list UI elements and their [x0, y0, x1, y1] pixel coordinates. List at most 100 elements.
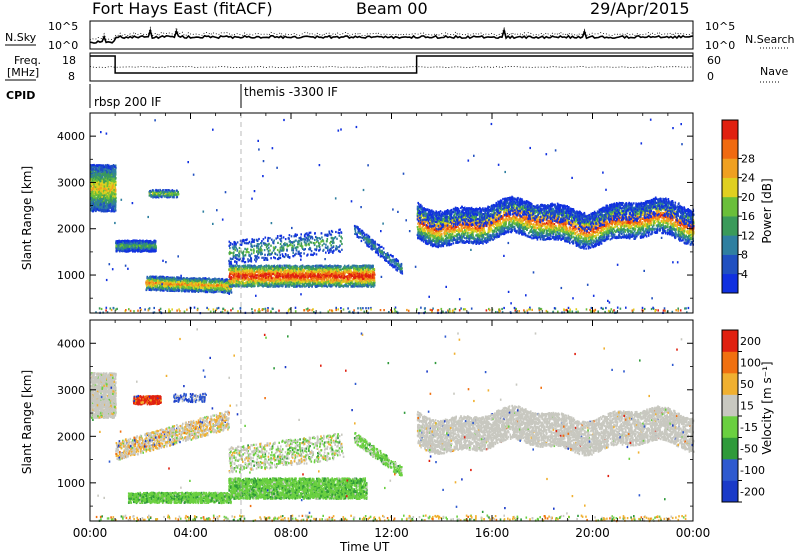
- data-cell: [105, 175, 107, 178]
- data-cell: [90, 175, 93, 178]
- data-cell: [163, 279, 166, 282]
- data-cell: [148, 250, 151, 253]
- data-cell: [106, 189, 108, 192]
- data-cell: [104, 208, 107, 211]
- freq-units: [MHz]: [7, 66, 39, 79]
- data-cell: [109, 196, 112, 199]
- data-cell: [148, 281, 150, 285]
- data-cell: [97, 172, 100, 175]
- data-cell: [107, 195, 110, 198]
- data-cell: [92, 174, 95, 177]
- data-cell: [92, 209, 95, 212]
- data-cell: [159, 281, 161, 284]
- data-cell: [92, 207, 95, 210]
- data-cell: [94, 165, 96, 168]
- data-cell: [104, 167, 107, 171]
- data-cell: [98, 195, 101, 198]
- data-cell: [107, 167, 109, 170]
- data-cell: [110, 164, 112, 168]
- data-cell: [129, 245, 131, 248]
- data-cell: [92, 167, 94, 170]
- data-cell: [120, 246, 123, 249]
- data-cell: [100, 175, 103, 179]
- data-cell: [115, 244, 118, 247]
- data-cell: [96, 199, 99, 202]
- data-cell: [112, 168, 114, 171]
- data-cell: [176, 285, 178, 288]
- data-cell: [98, 200, 101, 203]
- data-cell: [94, 204, 97, 207]
- data-cell: [94, 195, 96, 198]
- data-cell: [95, 189, 98, 192]
- data-cell: [153, 243, 156, 246]
- data-cell: [112, 194, 114, 197]
- data-cell: [140, 247, 143, 250]
- data-cell: [115, 166, 117, 169]
- data-cell: [104, 166, 107, 169]
- data-cell: [149, 239, 152, 243]
- data-cell: [184, 287, 186, 290]
- data-cell: [114, 202, 116, 205]
- data-cell: [102, 179, 104, 182]
- data-cell: [98, 203, 101, 206]
- data-cell: [107, 177, 110, 180]
- data-cell: [205, 280, 207, 283]
- data-cell: [97, 179, 99, 182]
- data-cell: [208, 279, 211, 282]
- data-cell: [104, 174, 106, 178]
- station-title: Fort Hays East (fitACF): [92, 0, 273, 18]
- data-cell: [108, 166, 110, 169]
- data-cell: [124, 250, 127, 253]
- data-cell: [100, 185, 103, 188]
- data-cell: [108, 181, 111, 184]
- data-cell: [90, 164, 92, 167]
- data-cell: [92, 176, 95, 179]
- data-cell: [113, 171, 115, 174]
- data-cell: [109, 193, 111, 196]
- data-cell: [190, 289, 193, 292]
- data-cell: [109, 206, 112, 209]
- data-cell: [258, 275, 260, 279]
- data-cell: [115, 247, 118, 251]
- data-cell: [104, 207, 107, 210]
- data-cell: [114, 164, 117, 167]
- data-cell: [96, 208, 99, 211]
- data-cell: [104, 180, 107, 183]
- data-cell: [93, 166, 95, 169]
- data-cell: [98, 170, 101, 173]
- data-cell: [221, 281, 223, 284]
- data-cell: [101, 203, 103, 206]
- data-cell: [106, 193, 109, 197]
- data-cell: [112, 164, 115, 167]
- data-cell: [97, 202, 100, 205]
- data-cell: [170, 287, 173, 291]
- data-cell: [163, 277, 165, 280]
- data-cell: [91, 172, 93, 175]
- data-cell: [96, 201, 98, 204]
- data-cell: [114, 165, 116, 168]
- data-cell: [198, 289, 200, 292]
- data-cell: [108, 174, 111, 177]
- data-cell: [126, 241, 129, 244]
- data-cell: [155, 279, 158, 282]
- data-cell: [107, 169, 109, 172]
- data-cell: [153, 249, 155, 252]
- data-cell: [105, 209, 108, 212]
- data-cell: [146, 244, 149, 247]
- data-cell: [204, 283, 207, 286]
- data-cell: [126, 239, 129, 242]
- data-cell: [107, 198, 109, 201]
- data-cell: [112, 167, 115, 170]
- data-cell: [112, 186, 115, 189]
- data-cell: [225, 278, 227, 281]
- data-cell: [111, 209, 114, 212]
- data-cell: [105, 189, 107, 192]
- data-cell: [90, 189, 93, 192]
- data-cell: [101, 176, 104, 179]
- data-cell: [184, 284, 187, 287]
- data-cell: [109, 170, 112, 173]
- data-cell: [116, 249, 118, 253]
- data-cell: [102, 183, 105, 186]
- data-cell: [158, 276, 160, 279]
- data-cell: [164, 282, 167, 285]
